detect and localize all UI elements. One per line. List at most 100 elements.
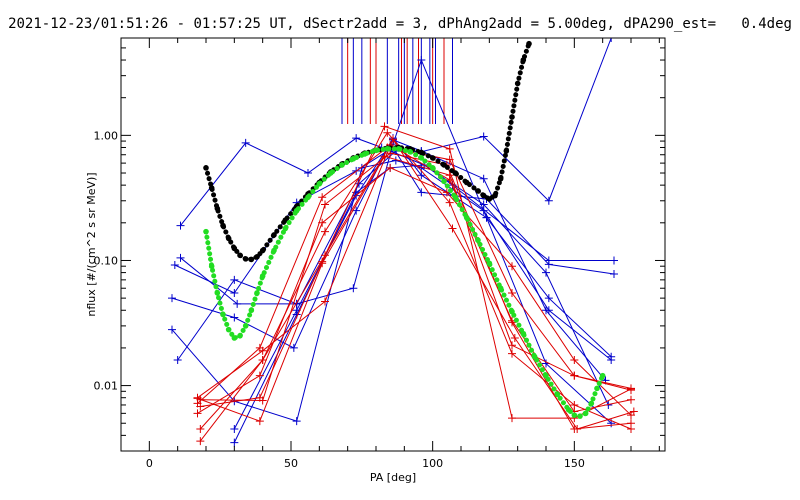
fit-curve-black-point-2 xyxy=(214,205,221,212)
series-point-0-3 xyxy=(352,134,361,143)
fit-curve-green-point-36 xyxy=(554,391,561,398)
fit-curve-green-point-2 xyxy=(214,290,221,296)
series-line-12 xyxy=(197,167,632,416)
fit-curve-black-point-32 xyxy=(492,192,498,199)
fit-curve-green-point-31 xyxy=(497,285,504,292)
series-point-3-7 xyxy=(544,294,553,303)
x-axis-label: PA [deg] xyxy=(370,471,416,484)
series-point-12-0 xyxy=(193,409,202,418)
axis-layer: 0 50 100 150 0.01 0.10 1.00 xyxy=(94,37,666,470)
chart-title: 2021-12-23/01:51:26 - 01:57:25 UT, dSect… xyxy=(8,16,792,32)
series-line-6 xyxy=(233,164,609,443)
x-tick-label-3: 150 xyxy=(564,457,585,470)
fit-curve-green-point-30 xyxy=(486,260,493,267)
y-axis-label: nflux [#/(cm^2 s sr MeV)] xyxy=(85,172,98,316)
series-point-7-5 xyxy=(479,174,488,183)
fit-curve-black-point-35 xyxy=(509,114,515,120)
series-point-2-6 xyxy=(479,132,488,141)
fit-curve-green-point-14 xyxy=(305,194,311,201)
fit-curve-green-point-6 xyxy=(237,332,243,339)
series-point-11-5 xyxy=(508,349,516,358)
series-point-3-5 xyxy=(417,171,426,180)
y-tick-label-2: 1.00 xyxy=(94,129,119,142)
fit-curve-black-point-28 xyxy=(463,179,470,186)
fit-curve-black-point-9 xyxy=(254,253,260,260)
series-point-13-1 xyxy=(258,396,267,405)
fit-curve-green-point-32 xyxy=(509,308,515,315)
series-point-4-3 xyxy=(357,163,366,172)
fit-curve-black-point-0 xyxy=(203,165,209,171)
fit-curve-black-point-26 xyxy=(441,162,447,168)
fit-curve-green-point-41 xyxy=(588,400,595,407)
series-point-10-1 xyxy=(255,417,264,426)
series-point-1-7 xyxy=(544,260,553,269)
series-point-15-7 xyxy=(627,395,635,404)
series-point-12-5 xyxy=(508,262,516,271)
fit-curve-green-point-43 xyxy=(599,372,606,379)
series-point-14-2 xyxy=(318,193,327,202)
fit-curve-green-point-23 xyxy=(407,148,413,155)
series-point-0-8 xyxy=(610,256,618,265)
fit-curve-green-point-3 xyxy=(220,311,226,318)
series-point-6-6 xyxy=(542,268,550,277)
series-point-13-2 xyxy=(321,200,329,209)
series-point-1-1 xyxy=(230,288,239,297)
fit-curve-black-point-31 xyxy=(486,196,493,202)
fit-curve-green-point-0 xyxy=(203,228,209,235)
fit-curve-green-point-10 xyxy=(259,273,266,279)
series-line-15 xyxy=(199,144,632,442)
series-point-14-5 xyxy=(508,288,516,297)
x-tick-label-0: 0 xyxy=(146,457,153,470)
series-point-5-1 xyxy=(230,275,239,284)
series-point-12-7 xyxy=(627,411,635,420)
series-line-9 xyxy=(200,125,632,419)
series-point-2-0 xyxy=(176,253,185,262)
series-line-13 xyxy=(200,152,632,430)
fit-curve-green-point-26 xyxy=(441,178,447,185)
fit-curve-green-point-12 xyxy=(282,225,289,232)
series-point-4-2 xyxy=(292,417,301,426)
fit-curve-black-point-12 xyxy=(282,217,289,223)
series-point-5-3 xyxy=(349,284,358,293)
series-point-15-1 xyxy=(258,356,267,365)
fit-curve-black-point-25 xyxy=(429,155,436,161)
fit-curve-green-point-9 xyxy=(254,290,260,296)
fit-curve-green-point-34 xyxy=(531,353,538,360)
fit-curve-green-point-17 xyxy=(339,162,345,168)
fit-curve-green-point-39 xyxy=(577,413,583,419)
fit-curve-black-point-11 xyxy=(271,232,277,238)
fit-curve-black-point-29 xyxy=(475,188,481,194)
series-point-7-6 xyxy=(542,306,550,315)
fit-curve-black-point-7 xyxy=(242,256,249,262)
series-point-15-0 xyxy=(196,437,205,446)
fit-curve-green-point-4 xyxy=(225,326,232,333)
series-point-3-3 xyxy=(352,206,361,215)
series-point-0-2 xyxy=(304,169,312,178)
fit-curve-green-point-18 xyxy=(350,155,357,162)
fit-curve-black-point-3 xyxy=(220,222,226,229)
fit-curve-green-point-35 xyxy=(543,372,549,379)
fit-curve-black-point-34 xyxy=(503,148,510,154)
series-line-11 xyxy=(199,131,632,430)
fit-curve-green-point-29 xyxy=(475,237,481,244)
series-point-14-4 xyxy=(445,155,454,164)
fit-curve-green-point-15 xyxy=(316,181,323,187)
series-line-5 xyxy=(177,58,612,424)
series-point-7-1 xyxy=(292,306,301,315)
series-point-12-6 xyxy=(570,356,579,365)
series-point-4-8 xyxy=(607,356,616,365)
series-point-8-4 xyxy=(448,224,457,233)
y-tick-label-1: 0.10 xyxy=(94,254,119,267)
series-point-14-6 xyxy=(570,371,579,380)
fit-curve-black-point-27 xyxy=(452,170,459,176)
series-point-14-0 xyxy=(193,399,202,408)
fit-curve-green-point-42 xyxy=(594,385,600,392)
series-point-12-1 xyxy=(255,371,264,380)
fit-curve-green-point-7 xyxy=(242,323,249,329)
series-point-6-0 xyxy=(230,438,239,447)
series-point-15-4 xyxy=(445,175,454,184)
series-point-5-5 xyxy=(417,56,426,65)
series-point-4-0 xyxy=(168,325,176,334)
series-point-9-5 xyxy=(508,414,516,423)
series-line-7 xyxy=(233,139,606,430)
